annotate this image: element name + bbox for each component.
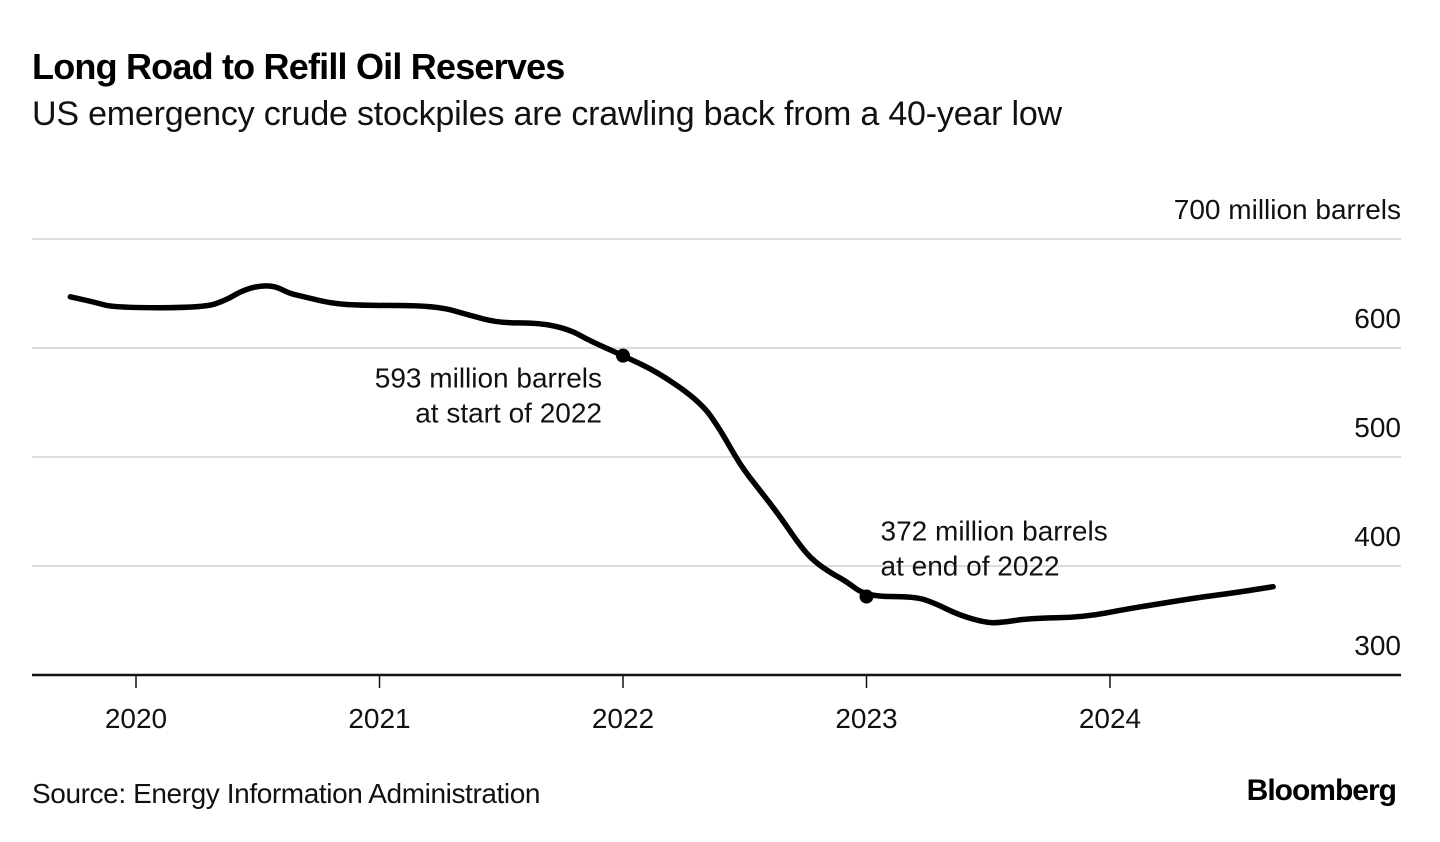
y-tick-label: 300	[1354, 630, 1401, 661]
x-tick-label: 2022	[592, 703, 654, 734]
annotation-label: at start of 2022	[415, 398, 602, 429]
annotations: 593 million barrels at start of 2022 372 m…	[375, 348, 1108, 604]
y-tick-label: 600	[1354, 303, 1401, 334]
series-line	[67, 283, 1276, 626]
y-tick-label: 500	[1354, 412, 1401, 443]
x-axis: 2020 2021 2022 2023 2024	[32, 673, 1401, 734]
annotation-label: 593 million barrels	[375, 363, 602, 394]
x-tick-label: 2021	[348, 703, 410, 734]
x-tick-label: 2023	[835, 703, 897, 734]
annotation-label: at end of 2022	[881, 551, 1060, 582]
source-note: Source: Energy Information Administratio…	[32, 778, 541, 809]
chart-title: Long Road to Refill Oil Reserves	[32, 46, 565, 87]
y-axis-ticks: 700 million barrels 600 500 400 300	[1174, 194, 1401, 661]
annotation-marker	[859, 589, 874, 604]
chart-subtitle: US emergency crude stockpiles are crawli…	[32, 95, 1062, 133]
x-tick-label: 2024	[1079, 703, 1141, 734]
annotation-marker	[616, 348, 630, 363]
y-tick-label: 700 million barrels	[1174, 194, 1401, 225]
bloomberg-logo: Bloomberg	[1246, 774, 1397, 807]
annotation-label: 372 million barrels	[881, 516, 1108, 547]
y-tick-label: 400	[1354, 521, 1401, 552]
x-tick-label: 2020	[105, 703, 167, 734]
series-layer	[67, 283, 1276, 626]
gridlines	[32, 238, 1401, 567]
